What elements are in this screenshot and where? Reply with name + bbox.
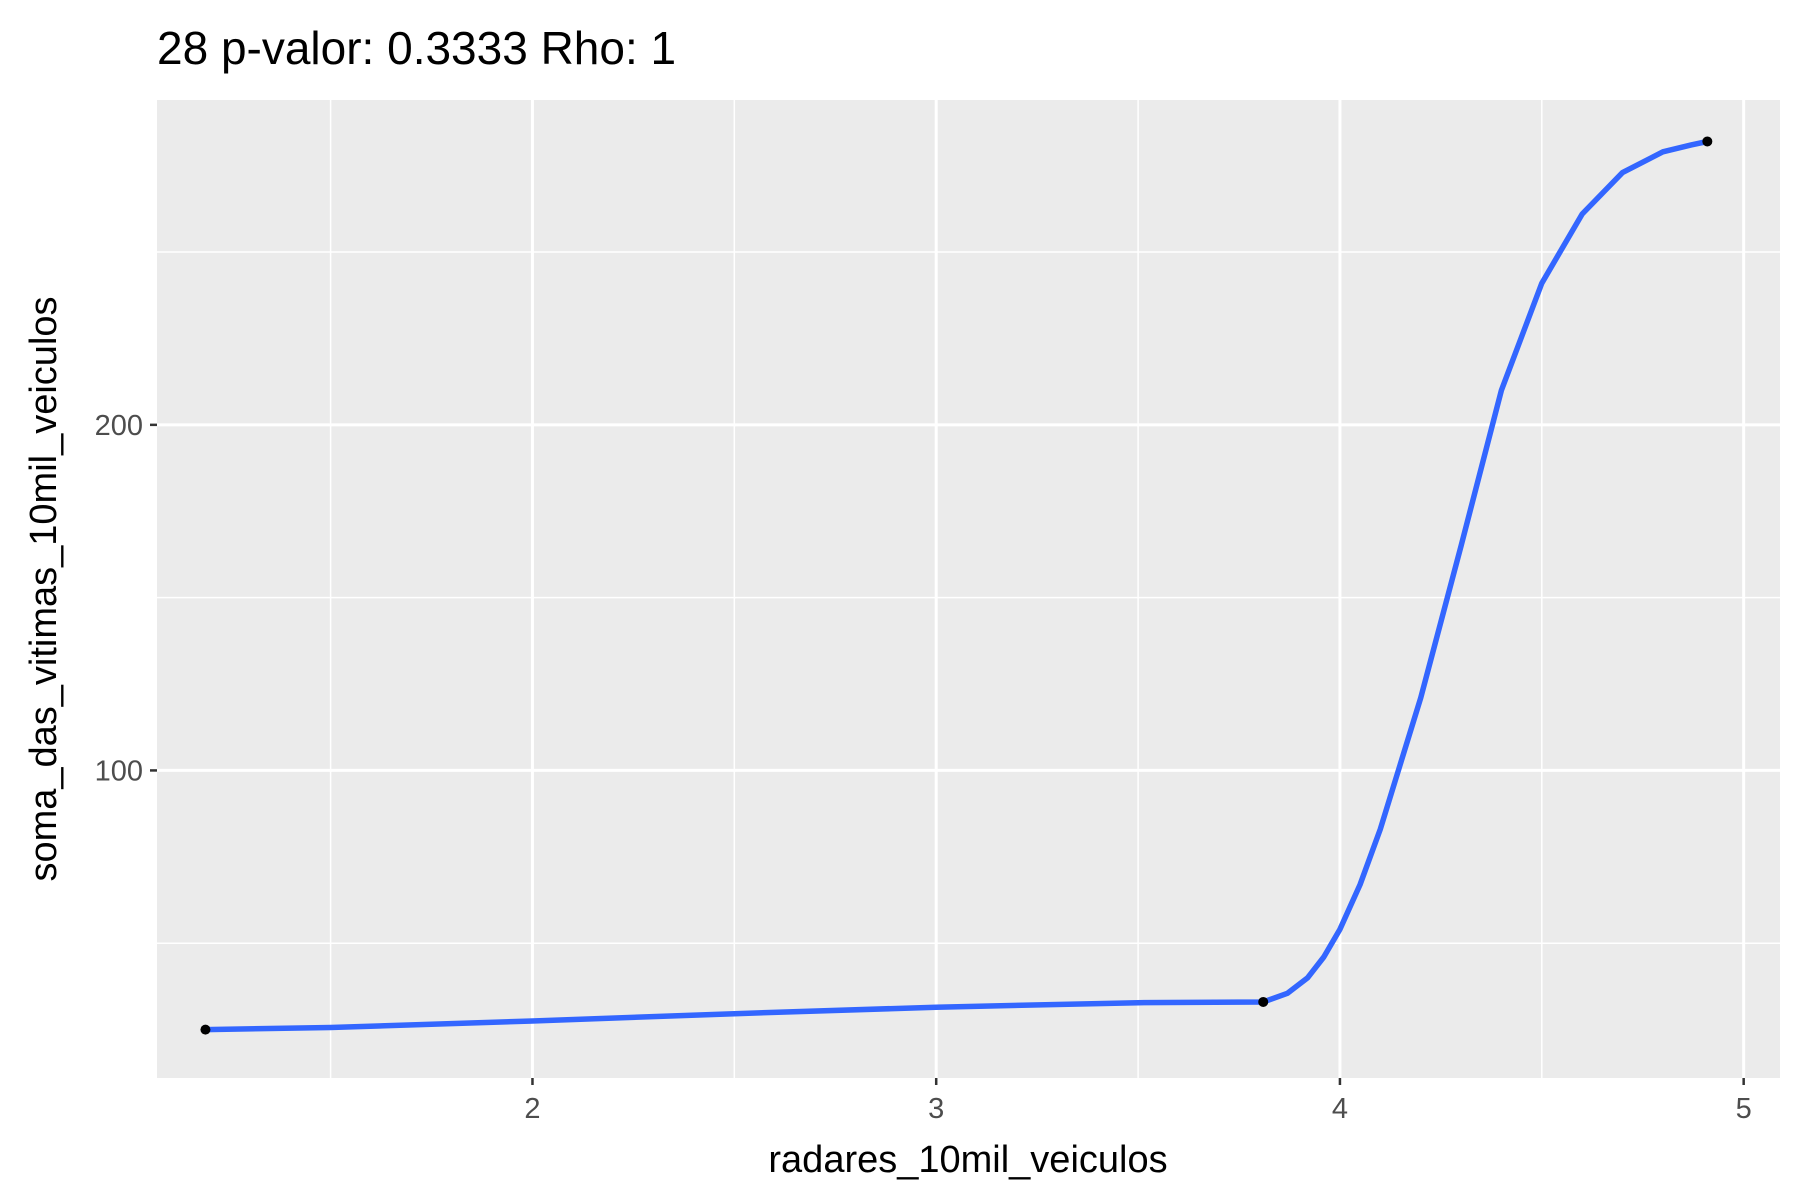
data-point: [1258, 996, 1269, 1007]
chart-title: 28 p-valor: 0.3333 Rho: 1: [157, 22, 676, 74]
series-layer: [200, 136, 1713, 1035]
smooth-line: [205, 138, 1708, 1033]
y-axis: 100 200: [95, 410, 157, 787]
y-tick-label: 100: [95, 755, 143, 787]
x-axis-title: radares_10mil_veiculos: [768, 1139, 1167, 1181]
x-axis: 2 3 4 5: [524, 1078, 1752, 1125]
minor-gridlines: [157, 100, 1780, 1078]
x-tick-label: 4: [1332, 1093, 1348, 1125]
x-tick-label: 2: [524, 1093, 540, 1125]
x-tick-label: 3: [928, 1093, 944, 1125]
x-tick-label: 5: [1736, 1093, 1752, 1125]
major-gridlines: [157, 100, 1780, 1078]
data-point: [1702, 136, 1713, 147]
data-point: [200, 1024, 211, 1035]
y-axis-title: soma_das_vitimas_10mil_veiculos: [23, 296, 65, 881]
y-tick-label: 200: [95, 410, 143, 442]
plot-panel: [157, 100, 1780, 1078]
